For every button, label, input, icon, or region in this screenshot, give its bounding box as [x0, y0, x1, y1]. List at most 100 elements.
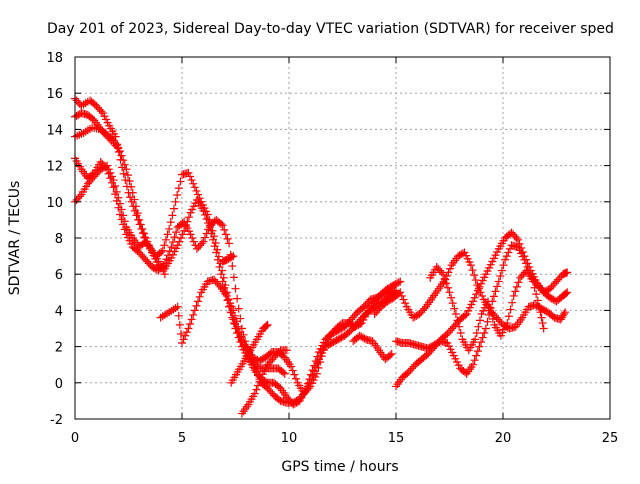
data-point: [224, 295, 233, 304]
series-track-3: [71, 154, 400, 407]
data-point: [491, 287, 500, 296]
data-point: [253, 381, 262, 390]
data-point: [396, 288, 405, 297]
data-point: [186, 319, 195, 328]
data-point: [263, 320, 272, 329]
data-point: [235, 328, 244, 337]
data-point: [158, 246, 167, 255]
data-point: [456, 329, 465, 338]
data-point: [136, 220, 145, 229]
ticks: [74, 56, 611, 420]
data-point: [228, 262, 237, 271]
data-point: [174, 184, 183, 193]
y-tick-label: 0: [55, 377, 63, 392]
data-point: [451, 310, 460, 319]
data-point: [512, 234, 521, 242]
data-point: [536, 308, 545, 317]
data-point: [282, 346, 291, 355]
data-point: [168, 211, 177, 220]
data-point: [165, 224, 174, 233]
series-track-14: [349, 331, 396, 364]
data-point: [443, 283, 452, 292]
data-point: [165, 247, 174, 256]
data-point: [563, 288, 572, 297]
data-point: [262, 321, 271, 330]
data-point: [109, 176, 118, 185]
data-point: [173, 241, 182, 250]
x-tick-label: 20: [495, 431, 512, 446]
data-point: [113, 143, 122, 152]
data-point: [233, 294, 242, 303]
data-point: [226, 299, 235, 308]
data-point: [439, 270, 448, 279]
x-tick-label: 10: [281, 431, 298, 446]
grid: [75, 57, 610, 419]
data-point: [470, 293, 479, 302]
data-point: [532, 290, 541, 299]
data-point: [119, 156, 128, 165]
data-point: [121, 176, 130, 185]
data-point: [120, 160, 129, 169]
data-point: [220, 225, 229, 234]
data-point: [189, 179, 198, 188]
data-point: [117, 205, 126, 214]
x-tick-label: 0: [71, 431, 79, 446]
data-point: [103, 161, 112, 170]
y-tick-label: 16: [46, 87, 63, 102]
data-point: [166, 218, 175, 227]
series-track-5: [71, 123, 122, 152]
data-point: [178, 230, 187, 239]
data-point: [394, 278, 403, 287]
data-point: [188, 234, 197, 242]
data-point: [168, 238, 177, 247]
data-point: [221, 230, 230, 239]
data-point: [109, 183, 118, 192]
data-point: [302, 386, 311, 395]
data-point: [471, 276, 480, 285]
data-point: [194, 297, 203, 306]
data-point: [520, 252, 529, 261]
data-point: [229, 306, 238, 315]
y-tick-label: 8: [55, 232, 63, 247]
data-point: [131, 202, 140, 211]
data-point: [474, 284, 483, 293]
data-point: [506, 305, 515, 314]
data-point: [75, 192, 84, 201]
data-point: [537, 313, 546, 322]
data-point: [190, 306, 199, 315]
y-tick-label: 2: [55, 341, 63, 356]
data-point: [469, 360, 478, 369]
data-point: [474, 322, 483, 331]
data-point: [255, 377, 264, 386]
data-point: [437, 268, 446, 277]
data-point: [533, 296, 542, 305]
data-point: [176, 329, 185, 338]
data-point: [182, 328, 191, 337]
data-point: [450, 304, 459, 313]
data-point: [473, 281, 482, 290]
data-point: [487, 309, 496, 318]
data-point: [508, 298, 517, 307]
data-point: [186, 230, 195, 239]
data-point: [444, 268, 453, 277]
data-point: [184, 168, 193, 177]
data-point: [279, 368, 288, 377]
data-point: [123, 171, 132, 180]
data-point: [535, 302, 544, 311]
data-point: [455, 322, 464, 331]
data-point: [515, 239, 524, 248]
data-point: [133, 209, 142, 218]
data-point: [489, 292, 498, 301]
data-point: [184, 213, 193, 222]
data-point: [399, 295, 408, 304]
data-point: [157, 248, 166, 257]
data-point: [442, 279, 451, 288]
data-point: [230, 311, 239, 320]
data-point: [173, 302, 182, 311]
data-point: [217, 219, 226, 228]
data-point: [445, 288, 454, 297]
x-tick-labels: 0 5 10 15 20 25: [71, 431, 618, 446]
data-point: [195, 292, 204, 301]
data-point: [178, 338, 186, 347]
data-point: [176, 234, 185, 242]
